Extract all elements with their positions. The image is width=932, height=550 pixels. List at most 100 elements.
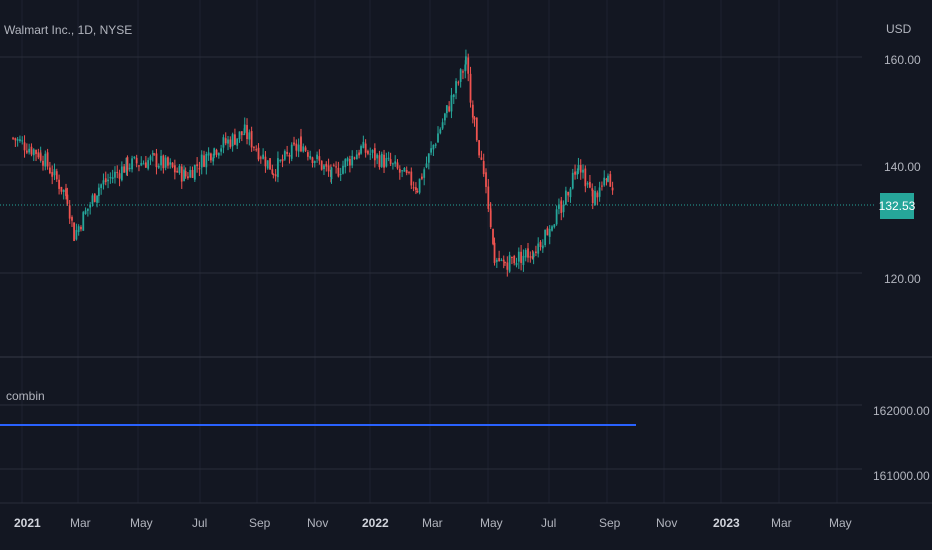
candle-body: [58, 179, 60, 189]
candle-body: [189, 169, 192, 178]
candle-body: [44, 153, 47, 167]
candle-body: [574, 171, 576, 175]
price-tick-120: 120.00: [884, 272, 921, 286]
candle-body: [318, 156, 321, 161]
time-label-nov-2021: Nov: [307, 516, 328, 530]
candle-body: [203, 155, 205, 167]
candle-body: [271, 169, 274, 174]
vertical-gridlines: [21, 0, 838, 503]
candle-body: [367, 150, 369, 154]
currency-label: USD: [886, 22, 912, 36]
candle-body: [193, 165, 196, 180]
candle-body: [532, 253, 535, 258]
candle-body: [306, 152, 309, 157]
candle-body: [178, 165, 181, 173]
candle-body: [169, 162, 172, 165]
candle-body: [346, 158, 349, 162]
candle-body: [332, 165, 335, 167]
candle-body: [403, 167, 406, 172]
candle-body: [215, 149, 218, 155]
candle-body: [114, 171, 116, 178]
candle-body: [257, 147, 260, 160]
candle-body: [541, 245, 544, 249]
candle-body: [457, 82, 460, 84]
candle-body: [205, 154, 208, 168]
candle-body: [262, 154, 265, 159]
candle-body: [427, 153, 430, 163]
candle-body: [196, 164, 199, 167]
time-label-2021: 2021: [14, 516, 41, 530]
candle-body: [89, 204, 92, 208]
candle-body: [309, 155, 312, 159]
indicator-title[interactable]: combin: [6, 389, 45, 403]
candle-body: [107, 179, 109, 182]
candle-body: [396, 162, 399, 169]
candle-body: [376, 154, 379, 159]
candle-body: [478, 140, 481, 156]
candle-body: [30, 146, 33, 155]
candle-body: [220, 148, 223, 152]
candle-body: [601, 185, 603, 187]
candle-body: [564, 190, 567, 205]
candle-body: [571, 172, 574, 189]
candle-body: [462, 71, 464, 73]
candle-body: [358, 152, 360, 156]
candle-body: [183, 169, 185, 182]
time-label-may-2021: May: [130, 516, 153, 530]
candle-body: [302, 146, 305, 152]
candle-body: [269, 158, 271, 170]
candle-body: [118, 173, 121, 179]
candle-body: [558, 204, 560, 209]
candle-body: [439, 129, 442, 134]
candle-body: [586, 183, 589, 185]
candle-body: [217, 153, 220, 156]
candle-body: [313, 161, 316, 163]
candle-body: [495, 259, 498, 262]
candle-body: [603, 177, 606, 186]
candle-body: [264, 156, 267, 167]
candle-body: [157, 165, 160, 168]
candle-body: [243, 134, 246, 136]
time-axis[interactable]: 2021 Mar May Jul Sep Nov 2022 Mar May Ju…: [14, 516, 852, 530]
candle-body: [524, 250, 527, 258]
candle-body: [378, 155, 381, 168]
candle-body: [16, 139, 19, 141]
candle-body: [12, 137, 14, 139]
candle-body: [131, 158, 133, 170]
candle-body: [527, 248, 529, 258]
candle-body: [213, 148, 216, 156]
candle-body: [14, 138, 17, 141]
candle-body: [234, 134, 236, 145]
candle-body: [362, 141, 365, 148]
candle-body: [401, 170, 404, 172]
time-label-2023: 2023: [713, 516, 740, 530]
candle-body: [293, 142, 295, 145]
candle-body: [548, 229, 551, 237]
candle-body: [320, 160, 323, 170]
candle-body: [513, 255, 516, 264]
candle-body: [394, 161, 397, 164]
indicator-tick-bottom: 161000.00: [873, 469, 930, 483]
candle-body: [142, 163, 145, 165]
price-tick-160: 160.00: [884, 53, 921, 67]
candle-body: [342, 165, 344, 174]
candle-body: [469, 73, 472, 103]
candle-body: [80, 226, 82, 230]
candle-body: [504, 262, 506, 264]
candle-body: [546, 228, 549, 236]
candle-body: [32, 149, 35, 156]
candle-body: [304, 147, 307, 151]
candle-body: [104, 178, 107, 183]
candle-body: [116, 172, 119, 174]
time-label-may-2023: May: [829, 516, 852, 530]
last-price-value: 132.53: [879, 199, 916, 213]
candle-body: [353, 157, 356, 159]
candle-body: [266, 160, 269, 169]
candle-body: [28, 148, 31, 153]
candle-body: [229, 139, 232, 148]
candle-body: [420, 176, 423, 179]
candle-body: [380, 153, 383, 167]
symbol-title[interactable]: Walmart Inc., 1D, NYSE: [4, 23, 132, 37]
candle-body: [144, 162, 147, 168]
